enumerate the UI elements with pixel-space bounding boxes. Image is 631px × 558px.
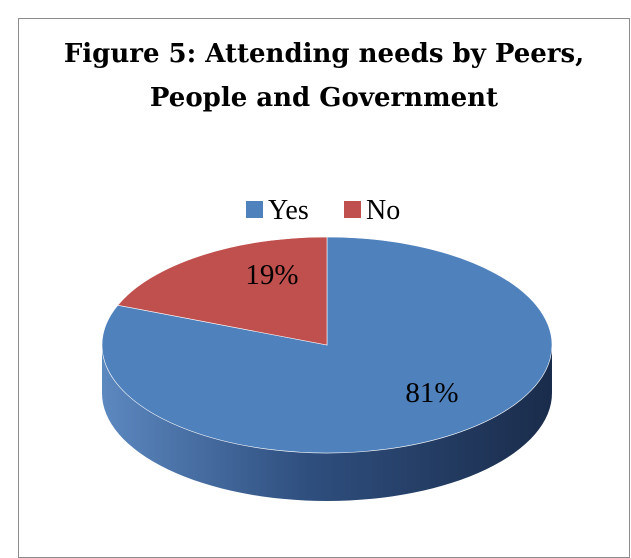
data-label-no: 19% bbox=[245, 259, 298, 291]
pie-top bbox=[101, 236, 553, 454]
chart-legend: Yes No bbox=[246, 195, 400, 226]
legend-label-yes: Yes bbox=[268, 195, 309, 226]
pie-slice-no bbox=[117, 236, 328, 346]
pie-labels: 81% 19% bbox=[245, 259, 458, 409]
legend-swatch-yes bbox=[246, 201, 263, 218]
pie-side-yes bbox=[102, 345, 552, 501]
chart-title-line-2: People and Government bbox=[149, 83, 499, 113]
chart-title-line-1: Figure 5: Attending needs by Peers, bbox=[63, 39, 585, 69]
legend-label-no: No bbox=[366, 195, 400, 226]
legend-swatch-no bbox=[344, 201, 361, 218]
data-label-yes: 81% bbox=[405, 377, 458, 409]
pie-side bbox=[102, 345, 552, 501]
chart-title: Figure 5: Attending needs by Peers, Peop… bbox=[18, 32, 630, 120]
